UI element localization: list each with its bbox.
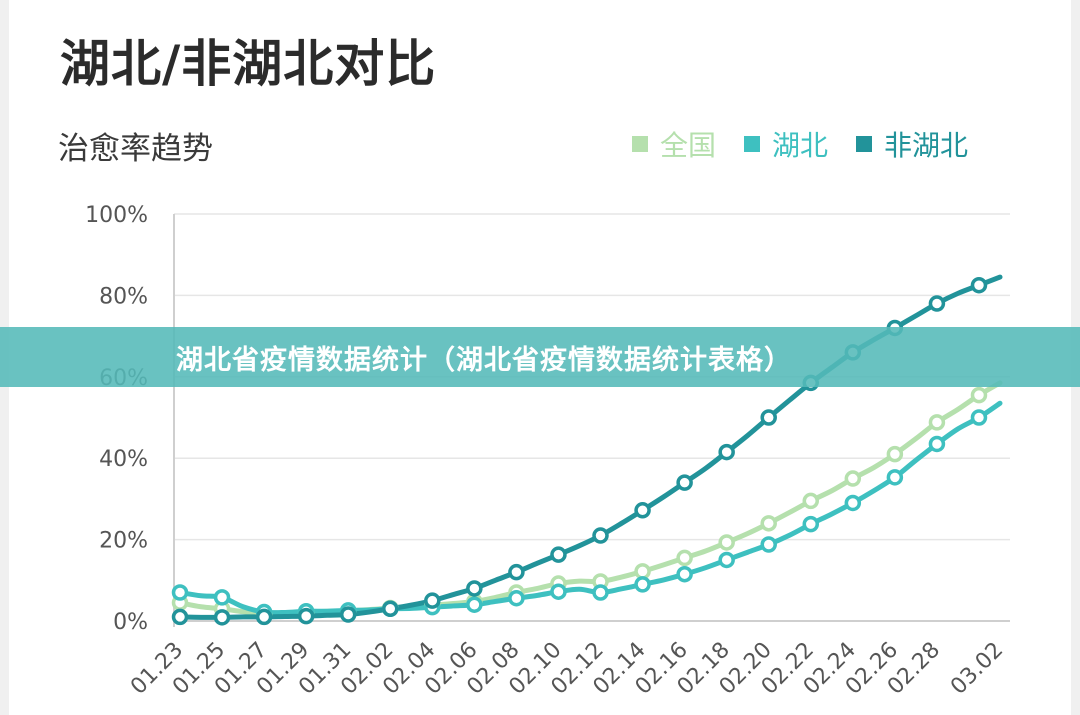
data-point-national [676,549,693,567]
data-point-non-hubei [718,443,735,461]
data-point-non-hubei [255,608,273,626]
data-point-hubei [634,576,651,593]
data-point-non-hubei [213,609,231,626]
data-point-non-hubei [760,409,777,426]
legend-label-hubei: 湖北 [772,129,829,162]
legend-label-national: 全国 [660,129,717,162]
y-tick-label: 0% [113,610,148,635]
data-point-non-hubei [550,546,567,563]
legend-swatch-non-hubei [856,136,873,152]
data-point-hubei [213,589,231,606]
legend-item-hubei[interactable]: 湖北 [744,124,828,164]
data-point-national [760,515,777,532]
x-tick-label: 03.02 [946,638,1008,700]
data-point-hubei [171,584,189,601]
data-point-non-hubei [676,474,693,491]
data-point-non-hubei [171,608,189,626]
legend-swatch-national [632,136,648,152]
data-point-hubei [928,435,946,453]
overlay-banner[interactable]: 湖北省疫情数据统计（湖北省疫情数据统计表格） [0,327,1080,387]
data-point-non-hubei [382,600,399,618]
data-point-hubei [508,589,525,607]
y-tick-label: 20% [99,529,148,554]
series-line-national [177,380,1003,617]
data-point-non-hubei [592,527,609,544]
y-tick-label: 80% [99,284,148,309]
data-point-hubei [802,515,820,533]
legend-item-non-hubei[interactable]: 非湖北 [856,124,968,164]
data-point-hubei [970,409,988,426]
data-point-non-hubei [466,580,483,597]
data-point-non-hubei [508,563,525,581]
data-point-non-hubei [970,276,988,294]
chart-legend: 全国 湖北 非湖北 [632,124,968,164]
legend-item-national[interactable]: 全国 [632,124,716,164]
y-tick-label: 100% [85,203,148,228]
data-point-hubei [550,583,567,600]
data-point-national [886,445,904,463]
legend-label-non-hubei: 非湖北 [884,129,969,162]
data-point-national [802,492,820,510]
data-point-hubei [592,584,609,601]
data-point-hubei [844,494,862,512]
data-point-non-hubei [424,592,441,609]
data-point-hubei [760,536,777,553]
data-point-national [970,386,988,404]
data-point-non-hubei [634,502,651,519]
data-point-national [844,470,862,487]
data-point-national [634,563,651,580]
data-point-non-hubei [297,607,315,625]
data-point-national [928,414,946,431]
chart-subtitle: 治愈率趋势 [58,131,213,167]
data-point-hubei [466,596,483,613]
data-point-hubei [886,469,904,486]
data-point-non-hubei [339,606,357,623]
banner-text: 湖北省疫情数据统计（湖北省疫情数据统计表格） [176,344,792,376]
data-point-hubei [718,551,735,569]
data-point-hubei [676,565,693,583]
data-point-national [718,534,735,551]
data-point-non-hubei [928,295,946,312]
series-line-hubei [177,400,1003,616]
y-tick-label: 40% [99,447,148,472]
legend-swatch-hubei [744,136,761,152]
page-title: 湖北/非湖北对比 [60,35,437,93]
